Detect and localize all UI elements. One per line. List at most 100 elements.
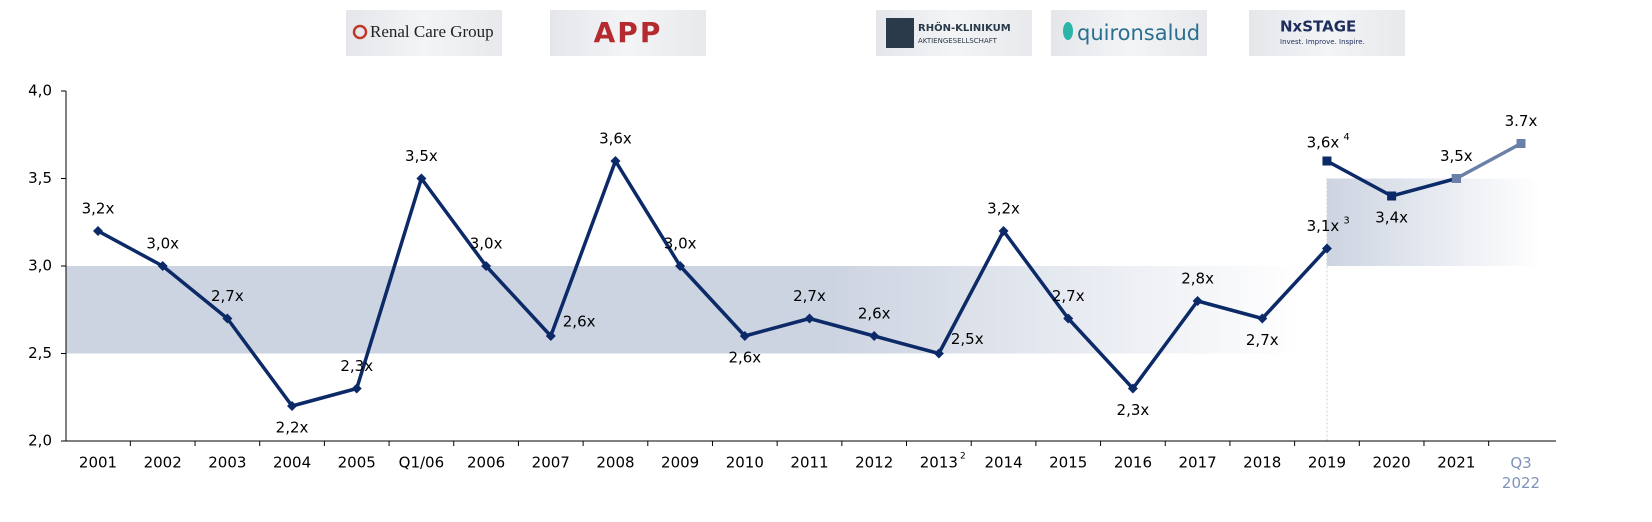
x-tick-label: 2020 [1373,454,1411,472]
x-tick-label: 2014 [984,454,1022,472]
marker [1063,313,1074,324]
logo-icon [352,24,368,40]
data-label: 2,6x [858,305,891,323]
x-tick-label: 2016 [1114,454,1152,472]
marker [869,331,880,341]
marker [287,401,298,411]
data-label: 2,6x [728,349,761,367]
marker [157,261,168,271]
x-tick-label: 2017 [1178,454,1216,472]
logo-text: AKTIENGESELLSCHAFT [918,37,998,45]
x-tick-label: 2001 [79,454,117,472]
x-tick-label: 2010 [726,454,764,472]
logo-text: Invest. Improve. Inspire. [1280,38,1365,46]
x-tick-label: 2011 [790,454,828,472]
data-label: 3,2x [987,200,1020,218]
data-label: 3.7x [1505,112,1538,130]
data-label: 2,3x [340,357,373,375]
logo-text: RHÖN-KLINIKUM [918,20,1011,34]
data-label: 3,6x [599,130,632,148]
data-label-note: 4 [1343,132,1349,143]
marker [739,331,750,341]
x-tick-label: Q1/06 [399,454,445,472]
logos: Renal Care Group APP RHÖN-KLINIKUM AKTIE… [346,10,1405,56]
data-label: 2,3x [1117,401,1150,419]
logo-box [346,10,502,56]
x-tick-label: 2005 [338,454,376,472]
x-tick-label: 2004 [273,454,311,472]
marker [93,226,103,236]
data-label: 3,5x [1440,147,1473,165]
marker [1127,383,1138,394]
y-tick-label: 2,5 [28,344,52,362]
logo-text: NxSTAGE [1280,18,1356,36]
logo-box [1051,10,1207,56]
x-tick-label: 2021 [1437,454,1475,472]
marker [804,313,815,324]
data-label: 2,7x [1246,331,1279,349]
marker [610,156,621,166]
marker [675,261,686,271]
y-tick-label: 2,0 [28,432,52,450]
x-tick-label: 2006 [467,454,505,472]
logo-text: Renal Care Group [370,22,494,41]
y-tick-label: 3,0 [28,257,52,275]
data-label: 3,0x [470,235,503,253]
marker [1387,191,1397,201]
marker [545,331,556,341]
marker [933,348,944,359]
series-line [1455,141,1522,181]
marker [1321,243,1332,254]
y-tick-label: 4,0 [28,82,52,100]
data-label: 2,7x [211,287,244,305]
marker [1516,139,1526,148]
data-label: 2,5x [951,330,984,348]
x-tick-note: 2 [960,452,966,462]
y-tick-label: 3,5 [28,169,52,187]
logo-text: APP [594,16,663,49]
logo-icon [886,18,914,48]
band [66,266,1303,354]
marker [351,383,362,394]
data-label: 3,0x [146,235,179,253]
logo-text: quironsalud [1077,21,1200,45]
marker [416,173,427,184]
data-label-note: 3 [1343,216,1349,227]
x-tick-label: 2013 [920,454,958,472]
marker [1451,174,1461,183]
data-label: 3,0x [664,235,697,253]
marker [222,313,233,324]
data-label: 3,2x [82,200,115,218]
series-line [97,159,1329,408]
data-label: 2,8x [1181,270,1214,288]
x-tick-label: 2009 [661,454,699,472]
logo-icon [1063,22,1073,40]
data-label: 2,7x [793,287,826,305]
x-tick-label: 2012 [855,454,893,472]
data-label: 3,4x [1375,209,1408,227]
x-tick-label: 2002 [144,454,182,472]
data-label: 2,6x [563,313,596,331]
data-label: 2,2x [276,419,309,437]
marker [1192,296,1203,306]
x-tick-label: 2018 [1243,454,1281,472]
band [1326,178,1541,266]
logo-box [550,10,706,56]
x-tick-label: 2015 [1049,454,1087,472]
x-tick-label: 2019 [1308,454,1346,472]
marker [1322,156,1332,166]
data-label: 3,6x [1307,134,1340,152]
data-label: 3,5x [405,147,438,165]
x-tick-label: Q3 2022 [1502,454,1540,492]
x-tick-label-line: 2022 [1502,474,1540,492]
data-label: 3,1x [1307,217,1340,235]
x-tick-label: 2003 [208,454,246,472]
marker [1257,313,1268,324]
marker [481,261,492,271]
logo-box [1249,10,1405,56]
x-tick-label: 2007 [532,454,570,472]
x-tick-label-line: Q3 [1510,454,1531,472]
data-label: 2,7x [1052,287,1085,305]
marker [998,226,1009,236]
